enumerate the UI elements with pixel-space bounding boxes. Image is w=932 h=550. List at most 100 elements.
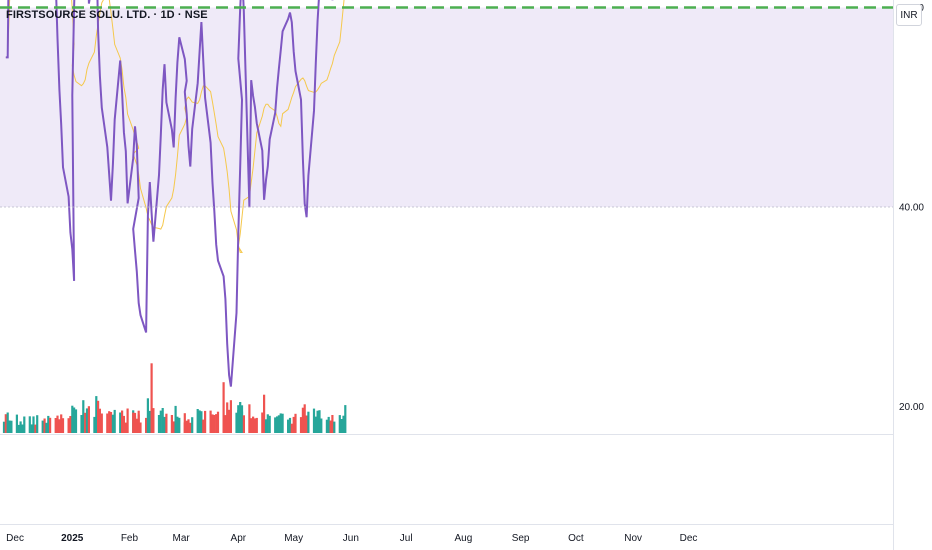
volume-bar [320, 418, 323, 433]
volume-bar [98, 408, 101, 433]
volume-bar [287, 419, 290, 433]
time-tick-label: Oct [568, 533, 584, 544]
volume-bar [32, 416, 35, 433]
volume-bar [84, 412, 87, 433]
volume-bar [211, 414, 214, 433]
volume-bar [288, 417, 292, 433]
volume-bar [6, 412, 9, 433]
volume-bar [318, 410, 321, 433]
volume-bar [248, 404, 251, 433]
volume-bar [274, 417, 277, 433]
volume-bar [113, 409, 116, 433]
volume-bar [122, 415, 125, 433]
volume-bar [196, 409, 199, 433]
time-tick-label: 2025 [61, 533, 84, 544]
volume-bar [213, 415, 216, 433]
volume-bar [187, 419, 190, 433]
volume-bar [294, 413, 297, 433]
volume-bar [124, 422, 127, 433]
volume-bar [340, 419, 343, 433]
volume-bar [261, 412, 264, 433]
volume-bar [325, 419, 328, 433]
volume-bar [36, 415, 39, 433]
time-tick-label: Apr [231, 533, 247, 544]
chart-title: FIRSTSOURCE SOLU. LTD. · 1D · NSE [6, 9, 208, 21]
time-tick-label: May [284, 533, 303, 544]
volume-bar [17, 424, 20, 433]
volume-bar [67, 418, 70, 433]
volume-bar [152, 408, 155, 433]
volume-bar [222, 382, 225, 433]
volume-bar [312, 408, 316, 433]
volume-bar [303, 404, 306, 433]
volume-bar [132, 412, 135, 433]
volume-bar [279, 413, 282, 433]
volume-bar [135, 419, 138, 433]
volume-bar [139, 422, 142, 433]
volume-bar [163, 416, 166, 433]
time-tick-label: Feb [121, 533, 139, 544]
volume-bar [145, 417, 148, 433]
volume-bar [21, 424, 24, 433]
volume-bar [137, 414, 140, 433]
volume-bar [85, 408, 89, 433]
volume-bar [108, 411, 111, 433]
time-tick-label: Dec [680, 533, 698, 544]
volume-bar [126, 408, 129, 433]
volume-bar [266, 414, 269, 433]
volume-bar [331, 415, 334, 433]
rsi-tick-label: 40.00 [899, 203, 924, 214]
volume-bar [316, 410, 319, 433]
volume-bar [10, 420, 13, 433]
volume-bars [2, 363, 347, 433]
volume-bar [191, 417, 194, 433]
volume-bar [290, 423, 293, 433]
currency-selector-button[interactable]: INR [896, 4, 922, 26]
volume-bar [47, 415, 50, 433]
rsi-band-layer [0, 7, 893, 207]
volume-bar [34, 424, 37, 433]
currency-label: INR [900, 9, 918, 21]
rsi-line [5, 0, 334, 387]
volume-bar [314, 416, 317, 433]
volume-bar [93, 416, 96, 433]
volume-bar [198, 410, 201, 433]
volume-bar [329, 420, 332, 433]
volume-bar [305, 415, 308, 433]
volume-bar [228, 409, 231, 433]
volume-bar [56, 415, 59, 433]
volume-bar [15, 414, 18, 433]
volume-bar [54, 418, 57, 433]
volume-bar [277, 415, 280, 433]
volume-bar [2, 421, 6, 433]
volume-bar [235, 412, 238, 433]
volume-bar [49, 417, 52, 433]
volume-bar [264, 419, 268, 433]
volume-bar [189, 422, 192, 433]
volume-bar [148, 410, 151, 433]
volume-bar [43, 418, 46, 433]
volume-bar [307, 411, 310, 433]
volume-bar [237, 410, 240, 433]
rsi-band [0, 7, 893, 207]
rsi-indicator [0, 0, 893, 387]
volume-bar [82, 400, 85, 433]
volume-bar [74, 409, 78, 433]
volume-bar [252, 416, 255, 433]
volume-bar [58, 419, 61, 433]
volume-bar [97, 400, 100, 433]
volume-bar [204, 410, 207, 433]
volume-bar [178, 417, 181, 433]
volume-bar [121, 410, 124, 433]
volume-bar [60, 414, 63, 433]
volume-bar [30, 424, 33, 433]
volume-bar [95, 396, 98, 433]
volume-bar [344, 405, 347, 433]
volume-bar [106, 413, 109, 433]
volume-bar [119, 412, 122, 433]
volume-bar [242, 415, 245, 433]
volume-bar [159, 410, 162, 433]
volume-bar [224, 415, 227, 433]
volume-bar [41, 420, 44, 433]
